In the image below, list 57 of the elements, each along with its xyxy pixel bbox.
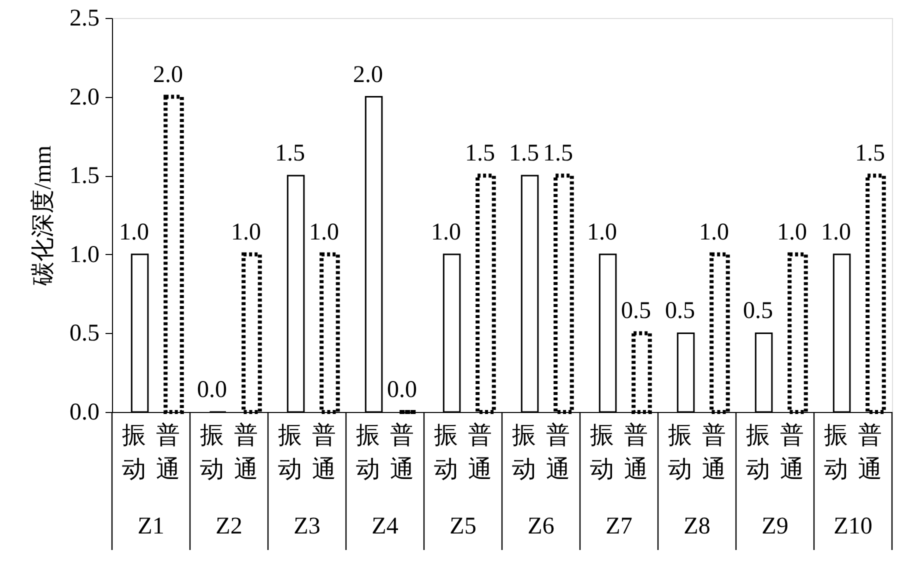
text: 振动 — [746, 421, 770, 483]
data-label: 1.5 — [509, 140, 540, 167]
data-label: 1.5 — [854, 140, 885, 167]
text: 振动 — [434, 421, 458, 483]
x-tick-label: Z1 — [138, 514, 164, 540]
text: 振动 — [824, 421, 848, 483]
data-label: 1.5 — [542, 140, 573, 167]
text: 振动 — [356, 421, 380, 483]
series-label: 普通 — [156, 421, 180, 483]
y-tick-label: 1.0 — [70, 242, 100, 268]
series-label: 振动 — [122, 421, 146, 483]
data-label: 1.0 — [230, 219, 261, 246]
text: 普通 — [858, 421, 882, 483]
data-label: 1.0 — [698, 219, 729, 246]
text: 普通 — [234, 421, 258, 483]
y-tick-label: 2.0 — [70, 84, 100, 110]
text: 普通 — [624, 421, 648, 483]
x-tick-label: Z10 — [834, 514, 872, 540]
text: 振动 — [668, 421, 692, 483]
text: 振动 — [590, 421, 614, 483]
y-tick-label: 0.0 — [70, 400, 100, 426]
x-tick-label: Z9 — [762, 514, 788, 540]
text: 振动 — [512, 421, 536, 483]
x-tick-label: Z5 — [450, 514, 476, 540]
text: 普通 — [390, 421, 414, 483]
x-tick-label: Z8 — [684, 514, 710, 540]
data-label: 2.0 — [353, 62, 384, 88]
data-label: 1.0 — [776, 219, 807, 246]
data-label: 1.0 — [431, 219, 462, 246]
text: 普通 — [780, 421, 804, 483]
data-label: 0.5 — [665, 298, 696, 324]
text: 普通 — [546, 421, 570, 483]
text: 振动 — [278, 421, 302, 483]
data-label: 0.5 — [743, 298, 774, 324]
x-tick-label: Z7 — [606, 514, 632, 540]
x-tick-label: Z6 — [528, 514, 554, 540]
x-tick-label: Z3 — [294, 514, 320, 540]
data-label: 0.0 — [386, 377, 417, 403]
data-label: 0.5 — [620, 298, 651, 324]
data-label: 1.0 — [119, 219, 150, 246]
y-axis-title: 碳化深度/mm — [30, 145, 56, 287]
data-label: 1.0 — [587, 219, 618, 246]
data-label: 0.0 — [197, 377, 228, 403]
data-label: 1.0 — [821, 219, 852, 246]
text: 普通 — [468, 421, 492, 483]
data-label: 1.5 — [464, 140, 495, 167]
text: 普通 — [312, 421, 336, 483]
y-tick-label: 0.5 — [70, 320, 100, 347]
x-tick-label: Z4 — [372, 514, 398, 540]
data-label: 1.0 — [308, 219, 339, 246]
x-tick-label: Z2 — [216, 514, 242, 540]
data-label: 1.5 — [275, 140, 306, 167]
text: 普通 — [702, 421, 726, 483]
data-label: 2.0 — [152, 62, 183, 88]
text: 振动 — [200, 421, 224, 483]
y-tick-label: 2.5 — [70, 6, 100, 32]
y-tick-label: 1.5 — [70, 163, 100, 190]
